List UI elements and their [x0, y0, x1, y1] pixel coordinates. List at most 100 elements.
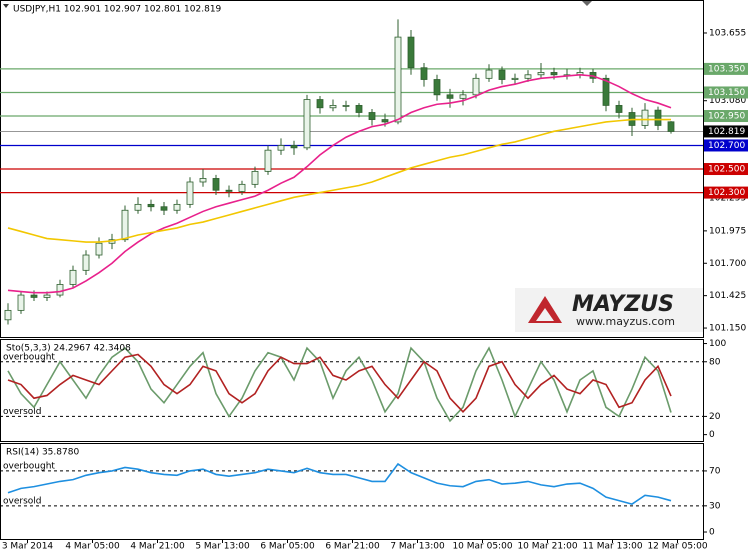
symbol-menu-icon[interactable] — [3, 4, 9, 8]
candle-body — [173, 203, 181, 211]
stochastic-panel — [0, 339, 704, 442]
level-label-box — [704, 62, 748, 75]
level-label: 102.300 — [708, 188, 745, 198]
x-tick-label: 10 Mar 21:00 — [517, 542, 577, 552]
candle-body — [212, 178, 220, 191]
candle-body — [277, 145, 285, 151]
y-tick-label: 0 — [709, 430, 715, 440]
logo-name: MAYZUS — [572, 292, 674, 317]
candle-body — [342, 105, 350, 107]
level-label-box — [704, 86, 748, 99]
level-label: oversold — [3, 407, 41, 417]
candle-body — [329, 105, 337, 109]
y-tick-label: 70 — [709, 466, 721, 476]
candle-body — [459, 94, 467, 99]
x-tick-label: 10 Mar 05:00 — [452, 542, 512, 552]
candle-body — [381, 119, 389, 123]
candle-body — [446, 94, 454, 99]
candle-body — [615, 105, 623, 113]
candle-body — [30, 294, 38, 298]
indicator-line — [7, 118, 671, 243]
logo-icon-cut — [536, 308, 554, 321]
panel-title: RSI(14) 35.8780 — [6, 448, 79, 458]
indicator-line — [7, 73, 672, 294]
level-label: oversold — [3, 496, 41, 506]
candle-body — [264, 149, 272, 172]
y-tick-label: 30 — [709, 501, 721, 511]
candle-body — [4, 309, 12, 321]
candle-body — [82, 254, 90, 271]
level-label-box — [704, 186, 748, 199]
candle-body — [290, 145, 298, 149]
candle-body — [17, 294, 25, 311]
candle-body — [511, 77, 519, 80]
y-tick-label: 80 — [709, 357, 721, 367]
candle-body — [420, 67, 428, 80]
x-tick-label: 3 Mar 2014 — [2, 542, 54, 552]
last-price-box — [704, 125, 748, 138]
candle-body — [95, 242, 103, 256]
candle-body — [667, 121, 675, 132]
level-label-box — [704, 110, 748, 123]
level-label: overbought — [3, 352, 55, 362]
candle-body — [537, 72, 545, 76]
candle-body — [550, 72, 558, 76]
candle-body — [472, 77, 480, 96]
y-tick-label: 20 — [709, 412, 721, 422]
candle-body — [485, 69, 493, 79]
indicator-line — [7, 462, 672, 505]
candle-body — [407, 36, 415, 69]
candle-body — [134, 203, 142, 211]
indicator-line — [7, 346, 672, 423]
candle-body — [238, 183, 246, 192]
last-price-label: 102.819 — [708, 127, 745, 137]
level-label: 102.700 — [708, 141, 745, 151]
candle-body — [121, 209, 129, 241]
candle-body — [199, 178, 207, 183]
y-tick-label: 0 — [709, 528, 715, 538]
logo-url: www.mayzus.com — [576, 315, 675, 328]
panel-title: Sto(5,3,3) 24.2967 42.3408 — [6, 344, 131, 354]
level-label: 103.350 — [708, 64, 745, 74]
candle-body — [251, 170, 259, 185]
level-label: overbought — [3, 461, 55, 471]
candle-body — [602, 77, 610, 106]
candle-body — [225, 189, 233, 192]
y-tick-label: 103.080 — [709, 96, 746, 106]
candle-body — [160, 206, 168, 211]
candle-body — [641, 109, 649, 126]
x-tick-label: 11 Mar 13:00 — [582, 542, 642, 552]
x-tick-label: 12 Mar 05:00 — [647, 542, 707, 552]
y-tick-label: 100 — [709, 339, 726, 349]
candle-body — [498, 69, 506, 80]
x-tick-label: 7 Mar 13:00 — [390, 542, 445, 552]
shift-marker — [582, 1, 592, 6]
y-tick-label: 101.975 — [709, 226, 746, 236]
y-tick-label: 101.150 — [709, 324, 746, 334]
indicator-line — [7, 353, 672, 414]
candle-body — [355, 105, 363, 113]
x-tick-label: 4 Mar 05:00 — [65, 542, 120, 552]
y-tick-label: 101.425 — [709, 291, 746, 301]
x-tick-label: 6 Mar 05:00 — [260, 542, 315, 552]
level-label-box — [704, 163, 748, 176]
y-tick-label: 101.700 — [709, 259, 746, 269]
candle-body — [394, 36, 402, 123]
candle-body — [524, 74, 532, 79]
candle-body — [56, 284, 64, 296]
candle-body — [368, 112, 376, 120]
candle-body — [303, 99, 311, 149]
x-tick-label: 4 Mar 21:00 — [130, 542, 185, 552]
level-label: 102.950 — [708, 112, 745, 122]
logo: MAYZUS www.mayzus.com — [515, 288, 703, 332]
y-tick-label: 103.655 — [709, 28, 746, 38]
candle-body — [69, 269, 77, 285]
candle-body — [433, 79, 441, 96]
candle-body — [654, 109, 662, 126]
candle-body — [186, 181, 194, 205]
panel-title: USDJPY,H1 102.901 102.907 102.801 102.81… — [13, 5, 222, 15]
level-label-box — [704, 139, 748, 152]
level-label: 103.150 — [708, 88, 745, 98]
level-label: 102.500 — [708, 165, 745, 175]
